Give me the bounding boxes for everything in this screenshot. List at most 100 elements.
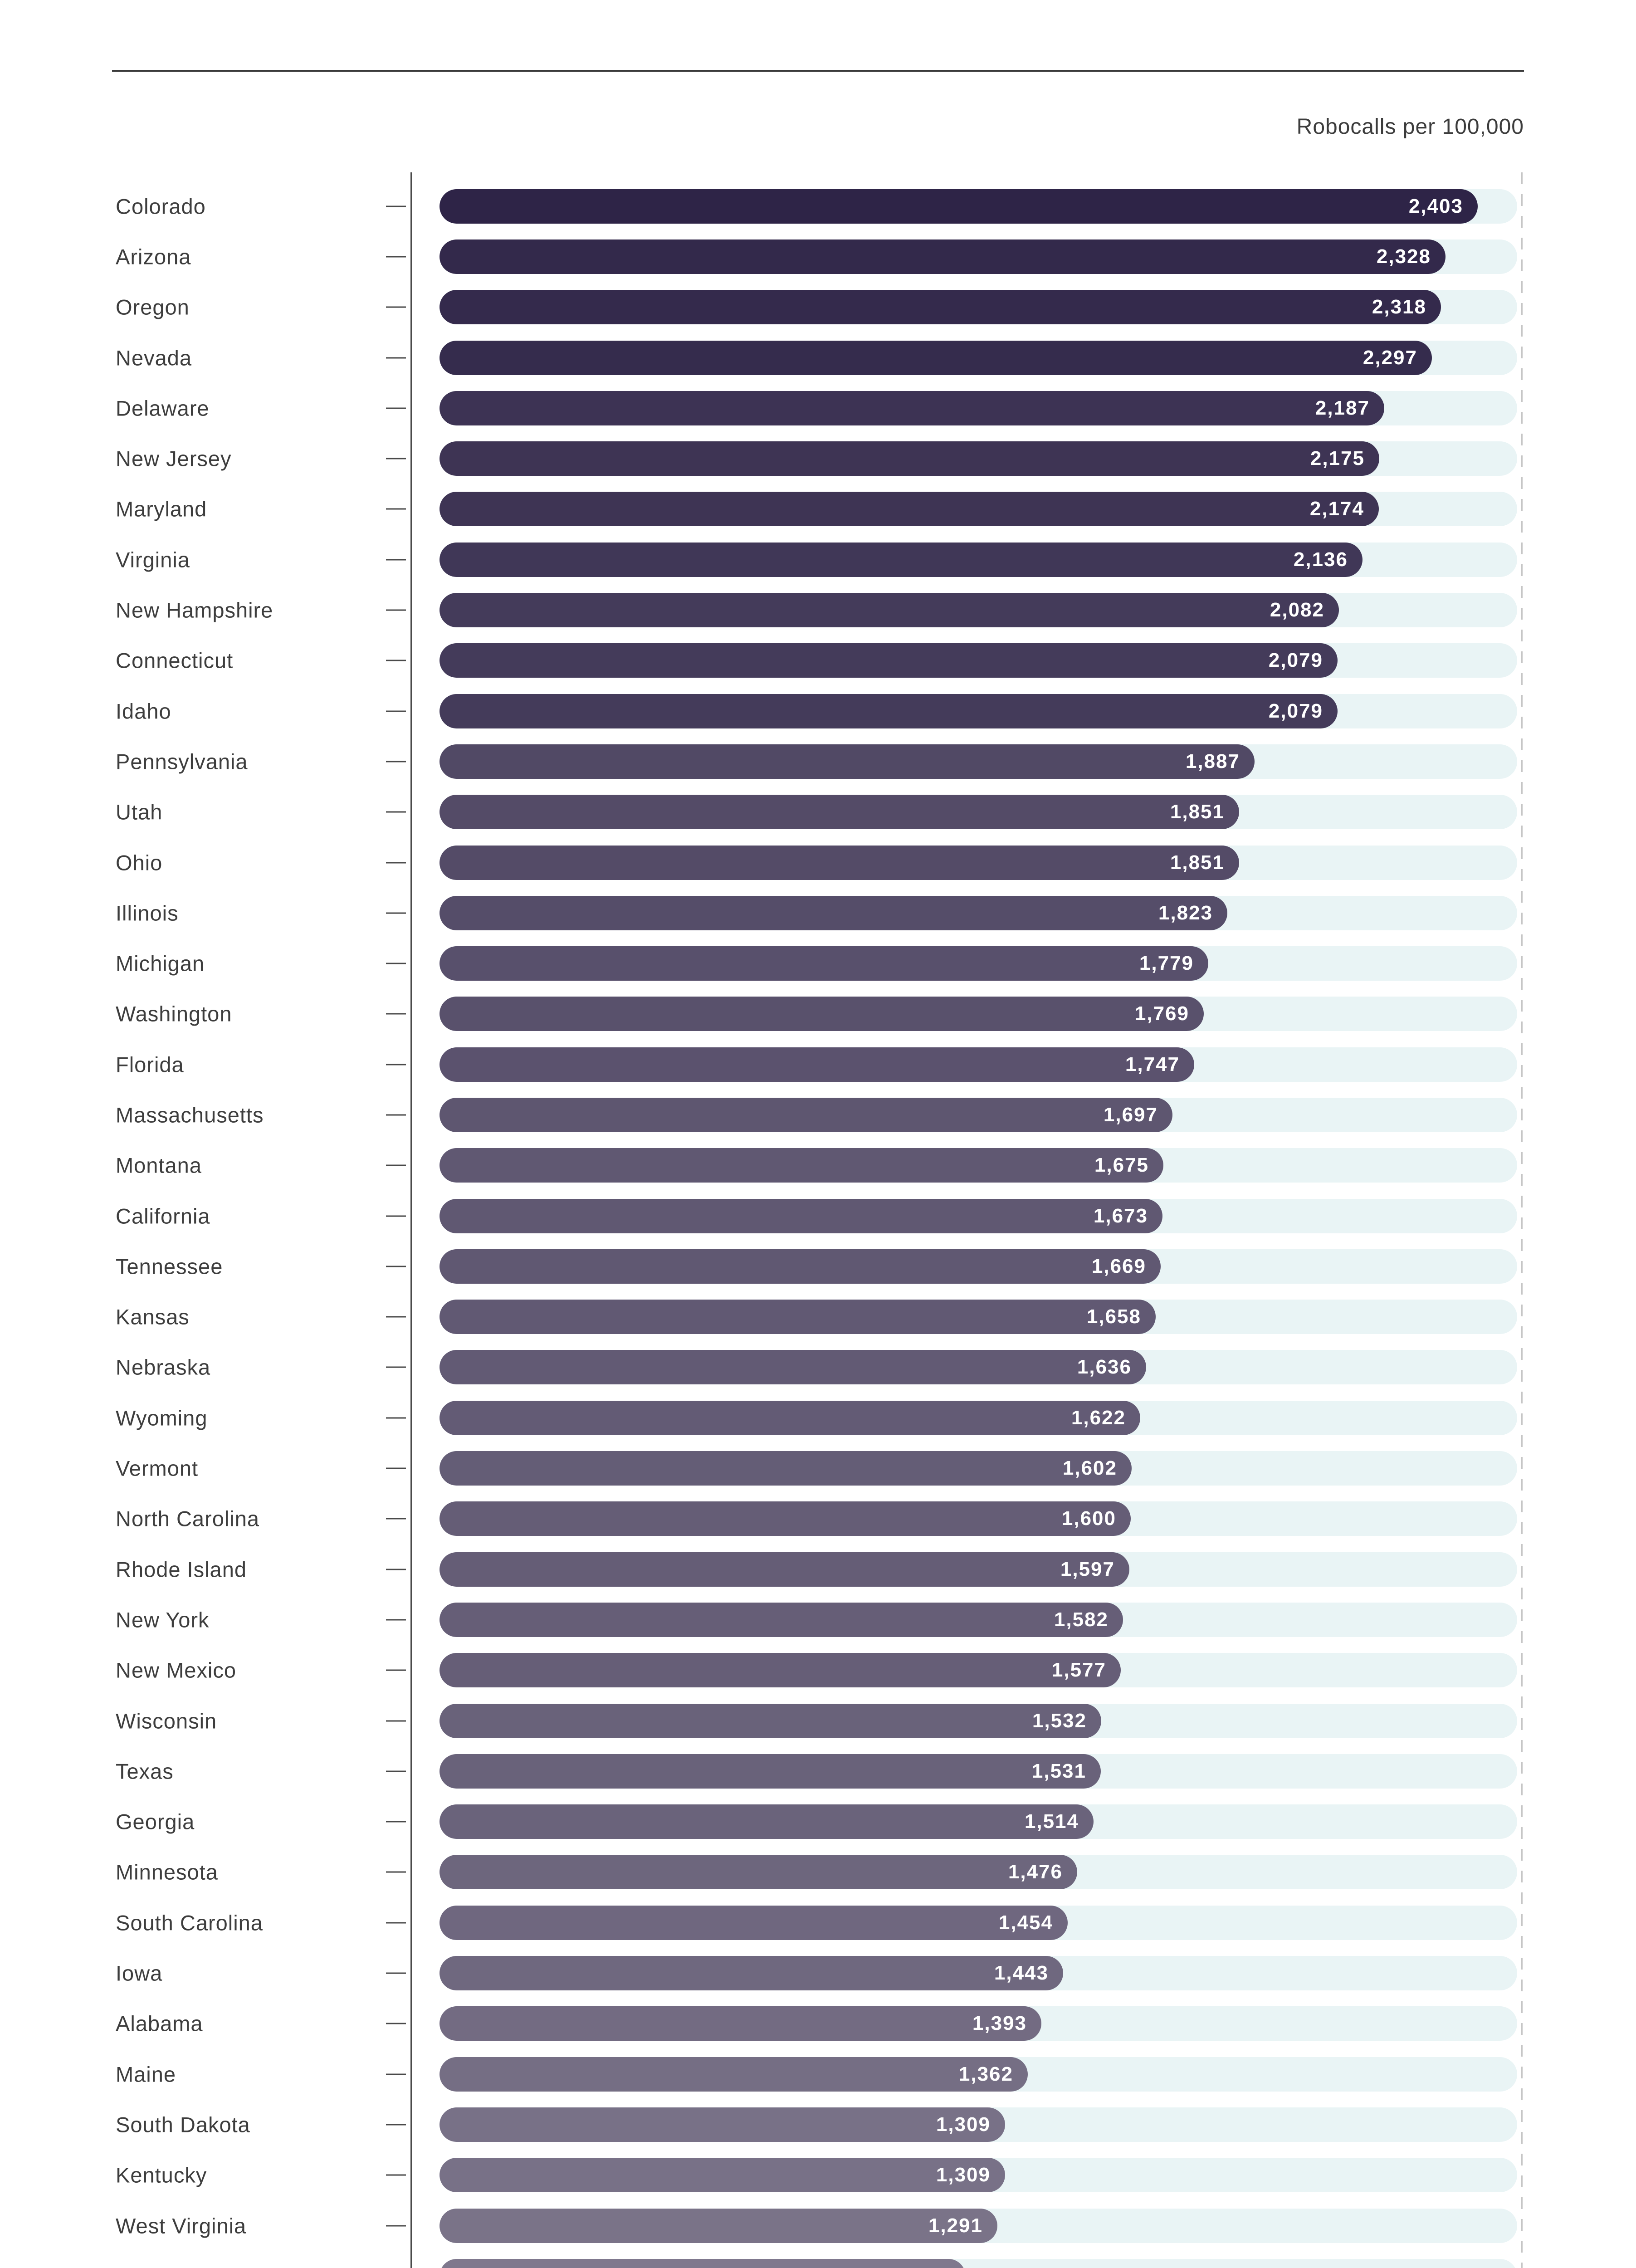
value-label: 1,362 (958, 2063, 1013, 2085)
value-label: 2,079 (1268, 649, 1323, 672)
value-bar: 1,393 (440, 2006, 1041, 2041)
value-label: 1,779 (1139, 952, 1194, 975)
value-bar: 1,454 (440, 1905, 1068, 1940)
state-label: Florida (116, 1052, 184, 1077)
state-label: Kentucky (116, 2163, 207, 2187)
chart-row: Wyoming 1,622 (0, 1393, 1636, 1443)
value-bar: 2,187 (440, 391, 1384, 425)
state-label: Kansas (116, 1305, 190, 1329)
bar-track: 2,328 (440, 239, 1517, 274)
state-label: Iowa (116, 1961, 163, 1985)
axis-tick (386, 1569, 406, 1570)
chart-row: Colorado 2,403 (0, 181, 1636, 231)
value-bar: 2,079 (440, 643, 1338, 678)
value-bar: 1,779 (440, 946, 1208, 981)
chart-row: Kentucky 1,309 (0, 2150, 1636, 2200)
value-label: 1,769 (1134, 1002, 1189, 1025)
state-label: New Hampshire (116, 598, 273, 622)
axis-tick (386, 1215, 406, 1217)
value-bar: 1,658 (440, 1300, 1156, 1334)
value-label: 1,602 (1062, 1457, 1117, 1480)
axis-tick (386, 1922, 406, 1924)
value-label: 1,531 (1031, 1760, 1086, 1782)
axis-tick (386, 407, 406, 409)
state-label: Minnesota (116, 1860, 218, 1884)
value-bar: 1,531 (440, 1754, 1101, 1789)
bar-track: 1,887 (440, 744, 1517, 779)
state-label: Maryland (116, 497, 207, 521)
chart-row: Washington 1,769 (0, 989, 1636, 1039)
value-bar: 1,600 (440, 1501, 1131, 1536)
chart-row: Rhode Island 1,597 (0, 1544, 1636, 1594)
value-label: 1,454 (998, 1911, 1053, 1934)
value-bar: 1,636 (440, 1350, 1146, 1385)
bar-track: 1,779 (440, 946, 1517, 981)
bar-track: 1,309 (440, 2158, 1517, 2193)
state-label: Alabama (116, 2011, 203, 2036)
chart-row: New Jersey 2,175 (0, 433, 1636, 484)
bar-track: 1,218 (440, 2258, 1517, 2268)
value-label: 1,600 (1061, 1507, 1116, 1530)
bar-track: 1,531 (440, 1754, 1517, 1789)
state-label: Texas (116, 1759, 174, 1784)
chart-row: Virginia 2,136 (0, 534, 1636, 585)
axis-tick (386, 458, 406, 459)
value-bar: 1,851 (440, 845, 1239, 880)
chart-row: Iowa 1,443 (0, 1948, 1636, 1998)
state-label: Idaho (116, 699, 171, 723)
state-label: Nevada (116, 346, 192, 370)
value-label: 1,597 (1060, 1558, 1115, 1580)
value-label: 1,393 (972, 2012, 1027, 2035)
bar-track: 1,532 (440, 1703, 1517, 1738)
value-bar: 1,309 (440, 2158, 1005, 2193)
bar-track: 1,851 (440, 795, 1517, 830)
axis-tick (386, 862, 406, 863)
chart-row: Montana 1,675 (0, 1140, 1636, 1191)
chart-row: New Hampshire 2,082 (0, 585, 1636, 635)
value-label: 1,476 (1008, 1861, 1063, 1883)
state-label: Oregon (116, 295, 190, 319)
chart-row: Oregon 2,318 (0, 282, 1636, 332)
chart-row: Connecticut 2,079 (0, 635, 1636, 686)
bar-track: 1,851 (440, 845, 1517, 880)
value-label: 1,673 (1093, 1204, 1148, 1227)
bar-track: 1,393 (440, 2006, 1517, 2041)
bar-track: 2,082 (440, 593, 1517, 628)
value-label: 2,318 (1372, 296, 1426, 318)
bar-track: 2,187 (440, 391, 1517, 425)
axis-tick (386, 1164, 406, 1166)
value-label: 2,187 (1315, 396, 1370, 419)
value-bar: 1,697 (440, 1097, 1172, 1132)
bar-track: 1,577 (440, 1653, 1517, 1688)
value-bar: 1,669 (440, 1249, 1161, 1284)
bar-track: 2,079 (440, 694, 1517, 728)
axis-tick (386, 2073, 406, 2075)
value-label: 2,403 (1408, 195, 1463, 217)
value-label: 1,443 (994, 1962, 1049, 1984)
state-label: Illinois (116, 901, 179, 925)
axis-tick (386, 1669, 406, 1671)
state-label: Wyoming (116, 1406, 208, 1430)
chart-row: Kansas 1,658 (0, 1292, 1636, 1342)
chart-row: Illinois 1,823 (0, 888, 1636, 938)
state-label: Massachusetts (116, 1103, 264, 1127)
value-bar: 1,622 (440, 1400, 1140, 1435)
bar-track: 1,443 (440, 1956, 1517, 1991)
bar-track: 1,362 (440, 2057, 1517, 2092)
value-label: 1,851 (1170, 851, 1225, 874)
bar-track: 1,636 (440, 1350, 1517, 1385)
value-label: 1,675 (1094, 1154, 1149, 1177)
state-label: Maine (116, 2062, 176, 2087)
value-label: 1,636 (1077, 1356, 1132, 1378)
state-label: Georgia (116, 1809, 195, 1834)
value-bar: 1,675 (440, 1148, 1163, 1183)
state-label: New Jersey (116, 446, 232, 471)
state-label: Montana (116, 1153, 202, 1178)
axis-tick (386, 1619, 406, 1621)
state-label: Ohio (116, 850, 163, 875)
chart-row: Idaho 2,079 (0, 686, 1636, 736)
axis-tick (386, 1518, 406, 1520)
state-label: Tennessee (116, 1254, 223, 1279)
axis-tick (386, 2174, 406, 2176)
top-divider (112, 70, 1524, 72)
